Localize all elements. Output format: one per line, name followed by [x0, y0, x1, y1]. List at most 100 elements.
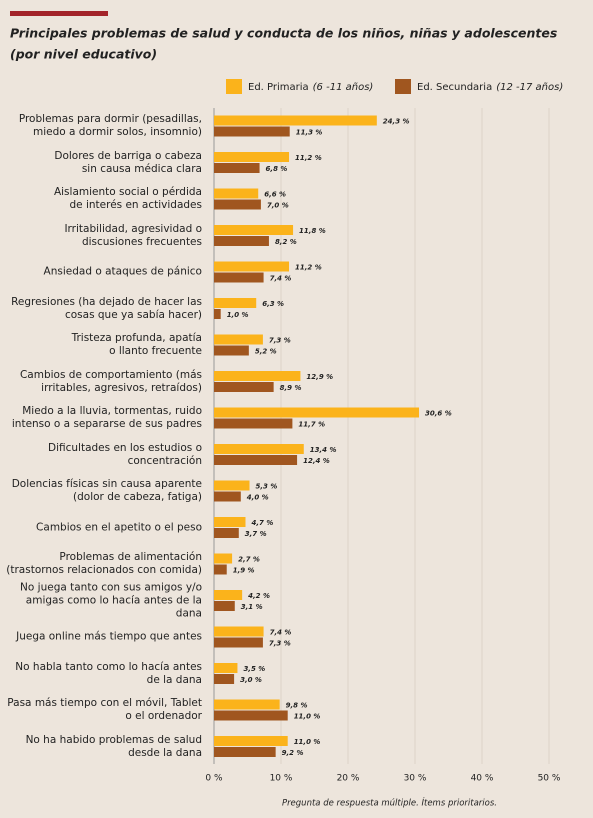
bar [214, 163, 260, 173]
value-label: 24,3 % [383, 118, 410, 126]
category-label: Pasa más tiempo con el móvil, Tablet o e… [7, 697, 202, 722]
bar [214, 626, 264, 637]
x-tick-label: 10 % [270, 774, 293, 784]
value-label: 4,0 % [247, 494, 269, 502]
bar [214, 590, 243, 600]
value-label: 9,2 % [282, 749, 304, 757]
value-label: 9,8 % [286, 702, 308, 710]
value-label: 11,7 % [298, 421, 325, 429]
category-label: Juega online más tiempo que antes [16, 630, 202, 643]
bar [214, 236, 269, 246]
value-label: 8,9 % [280, 384, 302, 392]
bar [214, 298, 257, 308]
bar [214, 663, 238, 673]
x-tick-label: 50 % [538, 774, 561, 784]
value-label: 3,1 % [241, 603, 263, 611]
bar [214, 553, 233, 564]
bar [214, 674, 235, 684]
value-label: 13,4 % [310, 446, 337, 454]
value-label: 7,3 % [269, 640, 291, 648]
bar [214, 345, 249, 356]
value-label: 3,0 % [240, 676, 262, 684]
category-label: Irritabilidad, agresividad o discusiones… [64, 222, 202, 248]
legend-label: Ed. Primaria [248, 82, 309, 93]
value-label: 3,5 % [243, 665, 265, 673]
value-label: 6,8 % [266, 165, 288, 173]
chart-title: Principales problemas de salud y conduct… [10, 26, 557, 41]
bar [214, 126, 290, 137]
category-label: Aislamiento social o pérdida de interés … [53, 186, 202, 211]
category-label: No habla tanto como lo hacía antes de la… [15, 660, 202, 686]
category-label: Cambios de comportamiento (más irritable… [19, 368, 202, 394]
bar [214, 747, 276, 757]
value-label: 11,0 % [294, 713, 321, 721]
value-label: 5,3 % [256, 483, 278, 491]
bar [214, 418, 293, 429]
category-label: Ansiedad o ataques de pánico [43, 265, 202, 278]
bar [214, 455, 298, 465]
value-label: 7,3 % [269, 337, 291, 345]
category-label: Problemas para dormir (pesadillas, miedo… [18, 113, 202, 138]
bar [214, 491, 241, 502]
value-label: 7,4 % [270, 275, 292, 283]
bar [214, 188, 259, 199]
value-label: 7,4 % [270, 629, 292, 637]
value-label: 6,3 % [262, 300, 284, 308]
bar [214, 261, 290, 272]
value-label: 11,2 % [295, 154, 322, 162]
bar [214, 225, 294, 235]
x-tick-label: 0 % [205, 774, 223, 784]
bar [214, 199, 261, 210]
value-label: 7,0 % [267, 202, 289, 210]
value-label: 11,3 % [296, 129, 323, 137]
bar [214, 152, 290, 162]
bar [214, 517, 246, 527]
bar [214, 601, 235, 611]
legend-label: Ed. Secundaria [417, 82, 492, 93]
bar [214, 736, 288, 746]
bar [214, 407, 420, 418]
category-label: Regresiones (ha dejado de hacer las cosa… [11, 295, 202, 321]
value-label: 11,0 % [294, 738, 321, 746]
legend-swatch [226, 79, 242, 94]
value-label: 5,2 % [255, 348, 277, 356]
category-label: Cambios en el apetito o el peso [36, 521, 202, 533]
legend-note: (6 -11 años) [313, 82, 374, 93]
bar [214, 371, 301, 381]
value-label: 11,8 % [299, 227, 326, 235]
category-label: Dolores de barriga o cabeza sin causa mé… [54, 149, 202, 175]
chart-subtitle: (por nivel educativo) [10, 47, 157, 62]
category-label: No ha habido problemas de salud desde la… [25, 733, 202, 759]
x-tick-label: 30 % [404, 774, 427, 784]
bar [214, 528, 239, 538]
value-label: 6,6 % [264, 191, 286, 199]
value-label: 4,7 % [251, 519, 273, 527]
footnote: Pregunta de respuesta múltiple. Ítems pr… [282, 797, 497, 809]
category-label: Problemas de alimentación (trastornos re… [6, 551, 202, 576]
category-label: Tristeza profunda, apatía o llanto frecu… [71, 332, 202, 357]
value-label: 30,6 % [425, 410, 452, 418]
legend-swatch [395, 79, 411, 94]
bar [214, 710, 288, 721]
bar [214, 334, 263, 345]
x-tick-label: 40 % [471, 774, 494, 784]
value-label: 1,0 % [227, 311, 249, 319]
accent-bar [10, 11, 108, 16]
bar [214, 699, 280, 710]
value-label: 3,7 % [245, 530, 267, 538]
category-label: No juega tanto con sus amigos y/o amigas… [20, 581, 202, 619]
category-label: Dolencias físicas sin causa aparente (do… [11, 478, 202, 503]
value-label: 11,2 % [295, 264, 322, 272]
value-label: 12,9 % [306, 373, 333, 381]
bar [214, 309, 221, 319]
bar [214, 480, 250, 491]
value-label: 4,2 % [248, 592, 270, 600]
value-label: 12,4 % [303, 457, 330, 465]
bar [214, 272, 264, 283]
bar [214, 564, 227, 575]
value-label: 1,9 % [233, 567, 255, 575]
value-label: 8,2 % [275, 238, 297, 246]
value-label: 2,7 % [238, 556, 260, 564]
